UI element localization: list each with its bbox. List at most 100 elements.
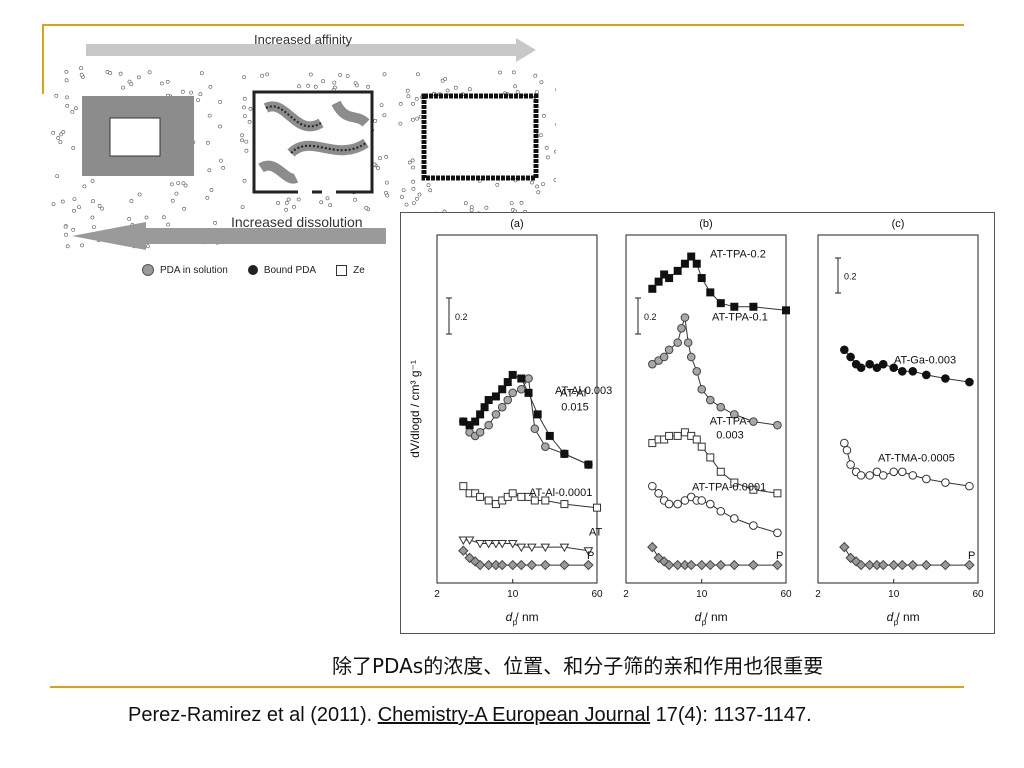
pda-particle [90, 179, 95, 183]
pda-particle [332, 80, 337, 85]
journal-link[interactable]: Chemistry-A European Journal [377, 704, 651, 726]
pda-particle [308, 72, 313, 77]
data-point-a-at-al-0-0001 [484, 496, 493, 505]
header-rule [42, 24, 964, 26]
curve-label-c-at-ga-0-003: AT-Ga-0.003 [894, 355, 956, 367]
pda-particle [166, 222, 171, 227]
data-point-b-at-tpa-0-1 [683, 338, 693, 347]
data-point-b-at-tpa-0-1 [659, 352, 669, 362]
data-point-b-at-tpa-0-003 [773, 489, 782, 498]
pda-particle [79, 66, 83, 71]
data-point-c-p [897, 559, 908, 571]
pda-particle [242, 105, 246, 110]
pda-particle [108, 71, 113, 75]
pda-particle [554, 149, 559, 154]
pda-particle [80, 243, 84, 248]
data-point-b-at-tpa-0-1 [677, 323, 686, 333]
pda-particle [196, 98, 201, 103]
pda-particle [205, 195, 210, 200]
data-point-a-at-al-0-003 [476, 410, 485, 419]
pda-particle [161, 215, 166, 220]
pda-particle [213, 220, 218, 225]
data-point-a-at [464, 536, 475, 545]
pda-particle [398, 102, 403, 106]
data-point-b-at-tpa-0-0001 [705, 499, 715, 509]
data-point-a-p [497, 559, 508, 571]
x-tick-label-b: 10 [696, 589, 708, 600]
pda-particle [70, 110, 75, 114]
pda-particle [60, 199, 65, 204]
pda-particle [189, 90, 194, 95]
pda-particle [533, 73, 538, 78]
pda-particle [366, 84, 371, 89]
pda-particle [82, 184, 87, 189]
data-point-c-at-ga-0-003 [846, 352, 855, 362]
x-axis-sub-a: p [513, 618, 518, 627]
data-point-b-at-tpa-0-003 [697, 442, 706, 451]
data-point-a-at-al-0-0001 [476, 492, 485, 501]
curve-label-b-at-tpa-0-2: AT-TPA-0.2 [710, 249, 766, 261]
data-point-b-p [647, 541, 658, 553]
data-point-b-at-tpa-0-1 [686, 352, 696, 362]
data-point-a-at-al-0-015 [524, 374, 533, 383]
data-point-c-at-tma-0-0005 [965, 481, 974, 491]
data-point-b-at-tpa-0-1 [680, 313, 690, 322]
x-axis-label-a: d [506, 610, 513, 624]
curve-label-c-p: P [968, 550, 975, 562]
data-point-a-at-al-0-003 [480, 403, 489, 412]
data-point-b-at-tpa-0-003 [749, 485, 758, 494]
x-axis-unit-c: / nm [896, 610, 919, 624]
data-point-a-p [526, 559, 537, 571]
pda-particle [144, 215, 149, 220]
pda-particle [364, 205, 369, 210]
pda-particle [207, 113, 212, 118]
pda-particle [170, 198, 175, 203]
pda-particle [553, 178, 558, 183]
curve-label-a-at-al-0-015: 0.015 [561, 401, 589, 413]
pda-particle [513, 84, 518, 89]
legend-label-pda-solution: PDA in solution [160, 264, 228, 276]
data-point-b-at-tpa-0-1 [716, 402, 726, 412]
data-point-c-at-tma-0-0005 [842, 445, 852, 455]
pda-particle [180, 89, 185, 94]
x-axis-label-b: d [695, 610, 702, 624]
legend-label-zeolite: Ze [353, 264, 365, 276]
open-square-icon [336, 264, 348, 276]
data-point-c-at-ga-0-003 [908, 367, 918, 376]
pda-particle [401, 188, 406, 193]
pda-particle [428, 188, 433, 193]
data-point-b-at-tpa-0-1 [705, 395, 715, 405]
data-point-c-at-tma-0-0005 [872, 467, 882, 477]
pda-particle [410, 165, 415, 170]
citation-authors: Perez-Ramirez et al (2011). [128, 704, 378, 726]
pda-particle [240, 205, 245, 210]
affinity-label: Increased affinity [254, 32, 353, 47]
data-point-c-at-tma-0-0005 [878, 471, 888, 480]
data-point-a-at [475, 540, 485, 549]
data-point-c-p [878, 559, 889, 571]
pda-particle [265, 72, 270, 77]
data-point-a-at-al-0-003 [560, 449, 569, 458]
data-point-b-at-tpa-0-2 [673, 266, 682, 275]
pda-particle [529, 180, 534, 185]
pda-particle [127, 216, 132, 221]
data-point-b-at-tpa-0-2 [680, 259, 689, 268]
pda-particle [244, 139, 249, 144]
curve-label-a-at: AT [589, 527, 603, 539]
pda-particle [276, 201, 281, 205]
pda-particle [325, 196, 330, 201]
x-tick-label-a: 10 [507, 589, 519, 600]
data-point-a-at-al-0-003 [584, 460, 593, 469]
data-point-a-at-al-0-003 [471, 417, 480, 426]
pda-particle [313, 84, 318, 89]
data-point-a-p [483, 559, 494, 571]
data-point-a-at-al-0-015 [491, 410, 501, 419]
pda-particle [345, 74, 350, 78]
pda-particle [306, 83, 311, 88]
data-point-b-p [729, 559, 740, 571]
data-point-b-at-tpa-0-0001 [673, 499, 682, 509]
pda-particle [71, 227, 76, 232]
data-point-a-at-al-0-0001 [560, 500, 569, 509]
pda-particle [218, 124, 223, 129]
data-point-a-at-al-0-015 [503, 395, 513, 405]
